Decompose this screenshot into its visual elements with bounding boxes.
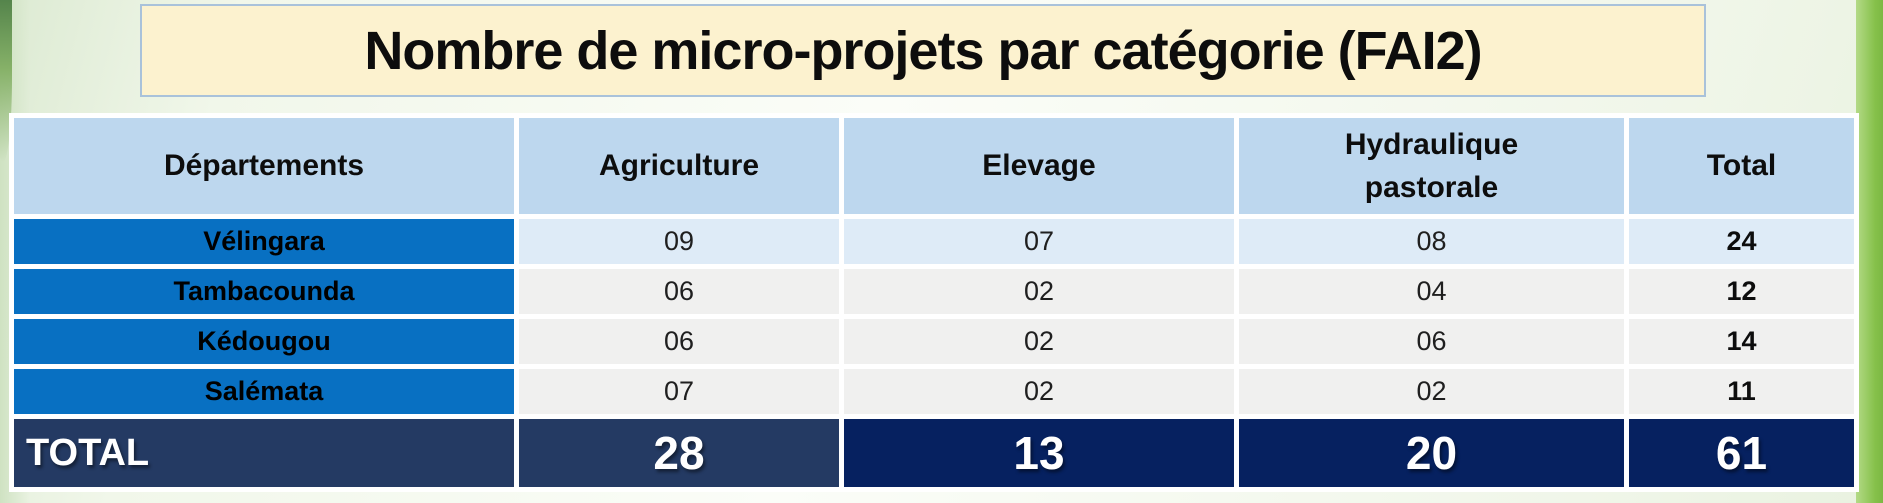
column-header-hydraulique: Hydraulique pastorale	[1239, 118, 1624, 214]
cell-row-total: 12	[1629, 269, 1854, 314]
table-row-tambacounda: Tambacounda 06 02 04 12	[14, 269, 1854, 314]
cell-agriculture: 09	[519, 219, 839, 264]
cell-elevage: 02	[844, 369, 1234, 414]
cell-agriculture: 06	[519, 269, 839, 314]
table-row-salemata: Salémata 07 02 02 11	[14, 369, 1854, 414]
column-header-departements: Départements	[14, 118, 514, 214]
micro-projects-table: Départements Agriculture Elevage Hydraul…	[9, 113, 1859, 492]
cell-hydraulique: 06	[1239, 319, 1624, 364]
column-header-elevage: Elevage	[844, 118, 1234, 214]
cell-elevage: 02	[844, 319, 1234, 364]
cell-row-total: 14	[1629, 319, 1854, 364]
slide-title: Nombre de micro-projets par catégorie (F…	[364, 20, 1482, 81]
cell-hydraulique: 02	[1239, 369, 1624, 414]
dept-cell: Kédougou	[14, 319, 514, 364]
dept-cell: Tambacounda	[14, 269, 514, 314]
table-header-row: Départements Agriculture Elevage Hydraul…	[14, 118, 1854, 214]
cell-row-total: 11	[1629, 369, 1854, 414]
cell-agriculture: 06	[519, 319, 839, 364]
column-header-agriculture: Agriculture	[519, 118, 839, 214]
table-row-kedougou: Kédougou 06 02 06 14	[14, 319, 1854, 364]
total-agriculture: 28	[519, 419, 839, 487]
total-row-label: TOTAL	[14, 419, 514, 487]
total-hydraulique: 20	[1239, 419, 1624, 487]
cell-row-total: 24	[1629, 219, 1854, 264]
table-row-velingara: Vélingara 09 07 08 24	[14, 219, 1854, 264]
total-overall: 61	[1629, 419, 1854, 487]
cell-hydraulique: 08	[1239, 219, 1624, 264]
dept-cell: Vélingara	[14, 219, 514, 264]
dept-cell: Salémata	[14, 369, 514, 414]
column-header-hydraulique-label: Hydraulique pastorale	[1344, 127, 1519, 205]
cell-elevage: 07	[844, 219, 1234, 264]
total-elevage: 13	[844, 419, 1234, 487]
table-total-row: TOTAL 28 13 20 61	[14, 419, 1854, 487]
cell-agriculture: 07	[519, 369, 839, 414]
right-green-band	[1856, 0, 1883, 503]
cell-hydraulique: 04	[1239, 269, 1624, 314]
slide-title-box: Nombre de micro-projets par catégorie (F…	[140, 4, 1706, 97]
column-header-total: Total	[1629, 118, 1854, 214]
cell-elevage: 02	[844, 269, 1234, 314]
